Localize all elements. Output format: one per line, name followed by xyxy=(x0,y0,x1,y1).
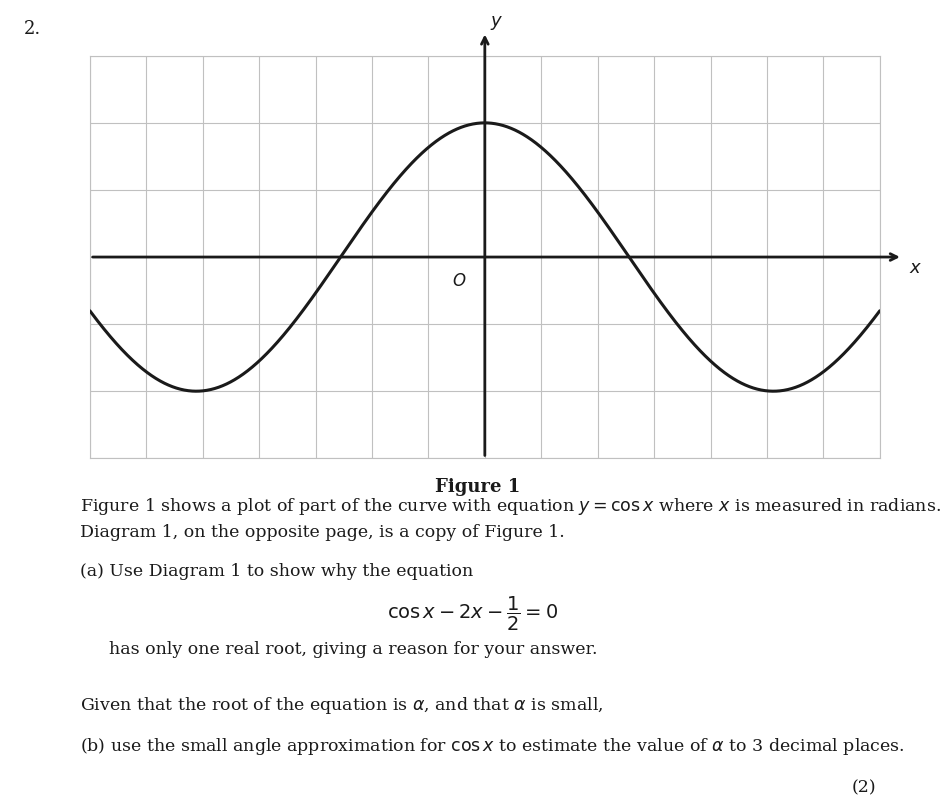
Text: 2.: 2. xyxy=(24,20,41,38)
Text: (a) Use Diagram 1 to show why the equation: (a) Use Diagram 1 to show why the equati… xyxy=(80,563,474,580)
Text: Figure 1 shows a plot of part of the curve with equation $y = \cos x$ where $x$ : Figure 1 shows a plot of part of the cur… xyxy=(80,496,941,516)
Text: Figure 1: Figure 1 xyxy=(435,478,520,497)
Text: Given that the root of the equation is $\alpha$, and that $\alpha$ is small,: Given that the root of the equation is $… xyxy=(80,695,604,716)
Text: x: x xyxy=(909,259,920,277)
Text: (b) use the small angle approximation for $\cos x$ to estimate the value of $\al: (b) use the small angle approximation fo… xyxy=(80,736,905,757)
Text: O: O xyxy=(452,273,465,290)
Text: $\cos x - 2x - \dfrac{1}{2} = 0$: $\cos x - 2x - \dfrac{1}{2} = 0$ xyxy=(388,595,558,634)
Text: (2): (2) xyxy=(851,779,876,796)
Text: has only one real root, giving a reason for your answer.: has only one real root, giving a reason … xyxy=(109,641,597,658)
Text: y: y xyxy=(491,12,501,30)
Text: Diagram 1, on the opposite page, is a copy of Figure 1.: Diagram 1, on the opposite page, is a co… xyxy=(80,524,565,541)
